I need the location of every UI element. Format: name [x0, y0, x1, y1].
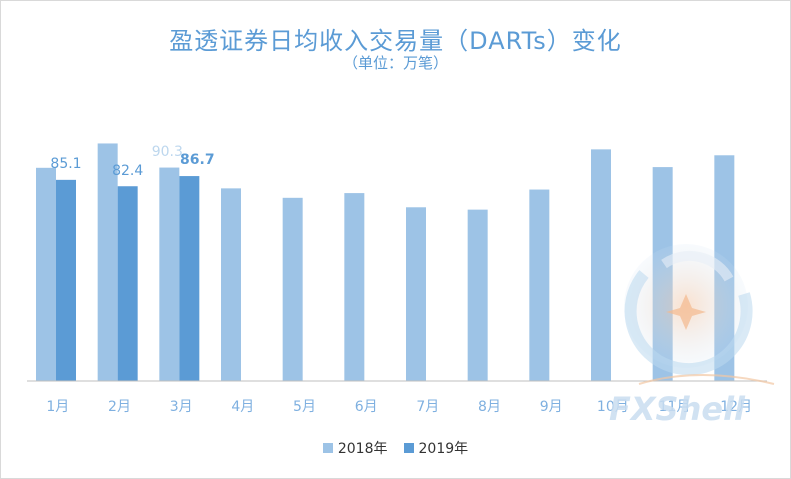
bar-2018年-7月 [406, 207, 426, 381]
bar-2019年-3月 [179, 176, 200, 381]
x-tick-label: 10月 [597, 399, 629, 415]
legend-swatch-2018 [322, 443, 333, 453]
legend-label-2018: 2018年 [337, 441, 388, 457]
x-tick-labels: 1月 2月 3月 4月 5月 6月 7月 8月 9月 10月 11月 12月 [46, 399, 752, 415]
bars-layer [36, 143, 735, 381]
legend: 2018年 2019年 [1, 438, 790, 458]
data-label-2019年-3月: 86.7 [180, 152, 215, 168]
x-tick-label: 9月 [540, 399, 563, 415]
x-tick-label: 4月 [231, 399, 254, 415]
x-tick-label: 8月 [478, 399, 501, 415]
bar-2018年-2月 [97, 143, 118, 381]
legend-swatch-2019 [403, 443, 414, 453]
bar-2018年-9月 [529, 189, 550, 381]
legend-item-2018: 2018年 [322, 438, 388, 458]
x-tick-label: 11月 [659, 399, 691, 415]
bar-2018年-10月 [591, 149, 611, 381]
bar-2018年-6月 [344, 193, 365, 381]
x-tick-label: 6月 [355, 399, 378, 415]
x-tick-label: 2月 [108, 399, 131, 415]
data-labels-layer: 90.3 85.1 82.4 86.7 [50, 144, 214, 179]
x-tick-label: 3月 [170, 399, 193, 415]
bar-2018年-5月 [282, 197, 303, 381]
bar-2018年-4月 [221, 188, 241, 381]
legend-label-2019: 2019年 [418, 441, 469, 457]
x-tick-label: 12月 [720, 399, 752, 415]
bar-2018年-11月 [652, 167, 673, 381]
data-label-2018年-3月: 90.3 [152, 144, 183, 160]
x-tick-label: 1月 [46, 399, 69, 415]
bar-2018年-12月 [714, 155, 735, 381]
bar-2018年-3月 [159, 167, 180, 381]
x-tick-label: 7月 [416, 399, 439, 415]
chart-subtitle: （单位：万笔） [342, 54, 448, 72]
bar-2018年-1月 [36, 167, 56, 381]
bar-2018年-8月 [467, 209, 488, 381]
chart-title: 盈透证券日均收入交易量（DARTs）变化 [169, 27, 622, 55]
legend-item-2019: 2019年 [403, 438, 469, 458]
data-label-2019年-1月: 85.1 [50, 156, 81, 172]
bar-2019年-1月 [56, 179, 76, 381]
bar-2019年-2月 [117, 186, 138, 381]
data-label-2019年-2月: 82.4 [112, 163, 143, 179]
x-tick-label: 5月 [293, 399, 316, 415]
